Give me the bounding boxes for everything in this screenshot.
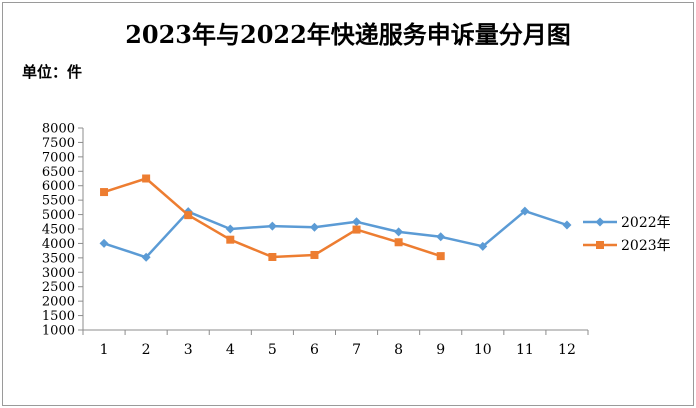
- y-tick-label: 3500: [42, 251, 75, 266]
- data-point-square: [352, 225, 361, 234]
- y-tick-label: 7500: [42, 136, 75, 151]
- x-tick-label: 7: [352, 342, 361, 358]
- x-tick-label: 4: [226, 342, 235, 358]
- series-line-1: [103, 209, 568, 259]
- data-point-square: [310, 250, 319, 259]
- x-tick-label: 6: [310, 342, 319, 358]
- data-point-diamond: [520, 206, 530, 216]
- data-point-diamond: [562, 220, 572, 230]
- data-point-diamond: [267, 221, 277, 231]
- data-point-diamond: [352, 217, 362, 227]
- y-tick-label: 2000: [42, 295, 75, 310]
- x-tick-label: 1: [100, 342, 109, 358]
- y-tick-label: 1500: [42, 309, 75, 324]
- y-tick-label: 3000: [42, 266, 75, 281]
- y-tick-label: 4000: [42, 237, 75, 252]
- series-line-2: [103, 177, 442, 259]
- legend-label: 2023年: [621, 238, 671, 254]
- data-point-square: [100, 188, 109, 197]
- data-point-diamond: [99, 238, 109, 248]
- y-tick-label: 1000: [42, 324, 75, 339]
- data-point-square: [226, 235, 235, 244]
- y-tick-label: 5000: [42, 208, 75, 223]
- legend-marker-square: [596, 241, 604, 249]
- data-point-square: [436, 252, 445, 261]
- legend-label: 2022年: [621, 215, 671, 231]
- data-point-diamond: [141, 252, 151, 262]
- y-tick-label: 6500: [42, 165, 75, 180]
- x-tick-label: 5: [268, 342, 277, 358]
- x-tick-label: 8: [394, 342, 403, 358]
- y-tick-label: 8000: [42, 122, 75, 137]
- x-tick-label: 3: [184, 342, 193, 358]
- x-tick-label: 12: [558, 342, 576, 358]
- data-point-diamond: [225, 224, 235, 234]
- data-point-diamond: [436, 232, 446, 242]
- y-tick-label: 2500: [42, 280, 75, 295]
- x-tick-label: 11: [516, 342, 534, 358]
- x-tick-label: 2: [142, 342, 151, 358]
- y-tick-label: 5500: [42, 194, 75, 209]
- legend-marker-diamond: [595, 217, 605, 227]
- y-tick-label: 4500: [42, 223, 75, 238]
- data-point-square: [268, 252, 277, 261]
- data-point-square: [142, 174, 151, 183]
- data-point-square: [394, 238, 403, 247]
- unit-label: 单位：件: [22, 63, 83, 81]
- x-tick-label: 10: [474, 342, 492, 358]
- x-tick-label: 9: [436, 342, 445, 358]
- y-tick-label: 6000: [42, 179, 75, 194]
- y-tick-label: 7000: [42, 150, 75, 165]
- data-point-diamond: [394, 227, 404, 237]
- data-point-square: [184, 211, 193, 220]
- data-point-diamond: [309, 222, 319, 232]
- chart-title: 2023年与2022年快递服务申诉量分月图: [125, 20, 571, 49]
- data-point-diamond: [478, 241, 488, 251]
